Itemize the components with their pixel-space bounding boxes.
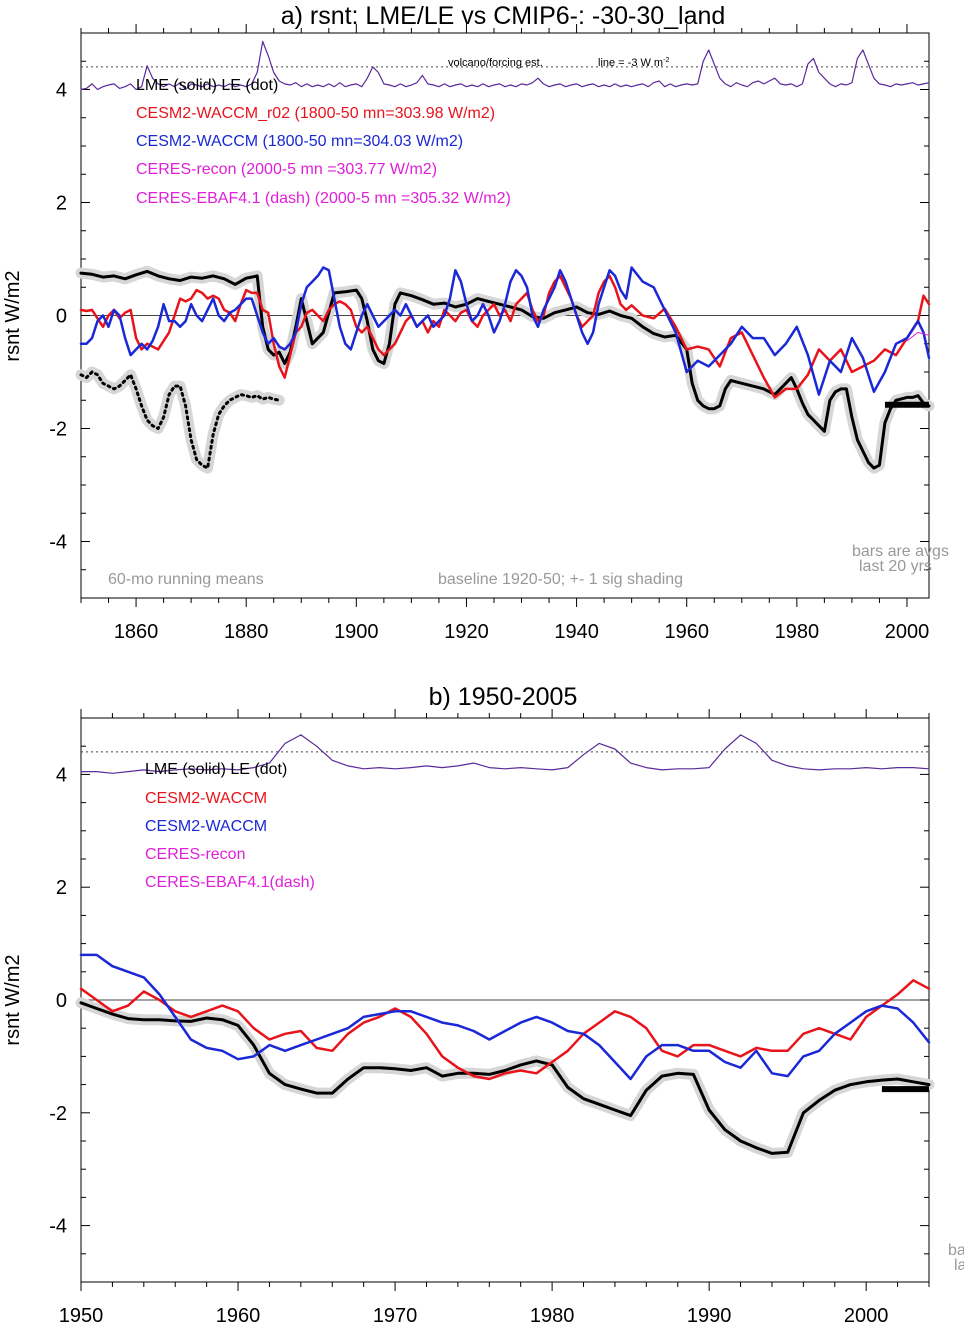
series-cesm2-waccm-r02	[79, 979, 931, 1081]
shade-group-b	[75, 997, 935, 1159]
panel-b-title: b) 1950-2005	[429, 683, 578, 711]
bars-note-b-line1: ba	[948, 1242, 964, 1259]
legend-a-waccm: CESM2-WACCM (1800-50 mn=304.03 W/m2)	[136, 133, 463, 150]
baseline-note: baseline 1920-50; +- 1 sig shading	[438, 571, 683, 588]
ytick-label: -2	[49, 1103, 67, 1125]
xtick-label: 2000	[885, 621, 930, 643]
series-cesm2-waccm	[79, 953, 931, 1081]
line-note-annotation: line = -3 W m-2	[598, 57, 669, 69]
bars-note-b-line2: la	[954, 1257, 964, 1274]
series-lme-solid	[79, 269, 931, 470]
series-volcano-forcing-est	[80, 40, 930, 91]
legend-b-waccm: CESM2-WACCM	[145, 818, 267, 835]
panel-b-legend: LME (solid) LE (dot) CESM2-WACCM CESM2-W…	[145, 761, 315, 891]
legend-b-ceres-recon: CERES-recon	[145, 846, 245, 863]
legend-b-ceres-ebaf: CERES-EBAF4.1(dash)	[145, 874, 315, 891]
ytick-label: 2	[56, 193, 67, 215]
bars-note-line1: bars are avgs	[852, 543, 949, 560]
panel-a-legend: LME (solid) LE (dot) CESM2-WACCM_r02 (18…	[136, 77, 511, 207]
ytick-label: 4	[56, 80, 67, 102]
ytick-label: -4	[49, 1216, 67, 1238]
xtick-label: 1940	[554, 621, 599, 643]
panel-a-ylabel: rsnt W/m2	[2, 270, 24, 361]
xtick-label: 1960	[664, 621, 709, 643]
xtick-label: 1900	[334, 621, 379, 643]
volcano-annotation: volcano/forcing est.	[448, 57, 543, 69]
legend-b-waccm-r02: CESM2-WACCM	[145, 790, 267, 807]
bars-note-line2: last 20 yrs	[859, 558, 932, 575]
xtick-label: 1990	[687, 1305, 732, 1325]
xtick-label: 1980	[775, 621, 820, 643]
legend-b-lme: LME (solid) LE (dot)	[145, 761, 287, 778]
series-volcano-forcing-est	[80, 734, 930, 774]
panel-b-ylabel: rsnt W/m2	[2, 954, 24, 1045]
xtick-label: 1860	[114, 621, 159, 643]
ytick-label: 2	[56, 877, 67, 899]
shade-lme-solid	[75, 997, 935, 1159]
ytick-label: 0	[56, 306, 67, 328]
ytick-label: -2	[49, 419, 67, 441]
xtick-label: 2000	[844, 1305, 889, 1325]
series-cesm2-waccm	[79, 266, 931, 396]
panel-a-title: a) rsnt: LME/LE vs CMIP6-: -30-30_land	[281, 2, 726, 30]
xtick-label: 1950	[59, 1305, 104, 1325]
series-group-a	[79, 40, 931, 470]
series-lme-solid	[79, 1001, 931, 1155]
xtick-label: 1960	[216, 1305, 261, 1325]
series-cesm2-waccm-r02	[79, 274, 931, 399]
xtick-label: 1970	[373, 1305, 418, 1325]
legend-a-lme: LME (solid) LE (dot)	[136, 77, 278, 94]
ytick-label: -4	[49, 532, 67, 554]
series-le-dot	[79, 370, 281, 470]
panel-b: -4 -2 0 2 4 1950 1960 1970 1980 1990 2000 b) 1950-…	[2, 683, 964, 1325]
ytick-label: 0	[56, 990, 67, 1012]
xtick-label: 1880	[224, 621, 269, 643]
series-ceres-recon	[906, 331, 930, 342]
running-means-note: 60-mo running means	[108, 571, 264, 588]
legend-a-ceres-recon: CERES-recon (2000-5 mn =303.77 W/m2)	[136, 161, 437, 178]
legend-a-ceres-ebaf: CERES-EBAF4.1 (dash) (2000-5 mn =305.32 …	[136, 190, 511, 207]
xtick-label: 1980	[530, 1305, 575, 1325]
xtick-label: 1920	[444, 621, 489, 643]
ytick-label: 4	[56, 764, 67, 786]
series-group-b	[79, 734, 931, 1155]
legend-a-waccm-r02: CESM2-WACCM_r02 (1800-50 mn=303.98 W/m2)	[136, 105, 495, 122]
